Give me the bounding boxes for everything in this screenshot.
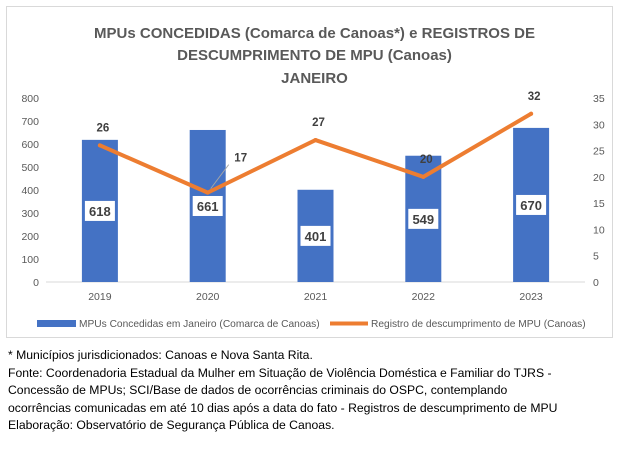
bar-data-label-box — [300, 225, 331, 246]
left-axis-tick-label: 300 — [21, 208, 39, 220]
line-point-2023 — [529, 111, 534, 116]
note-line-5: Elaboração: Observatório de Segurança Pú… — [8, 418, 335, 432]
line-data-label: 27 — [312, 117, 325, 129]
left-axis-tick-label: 700 — [21, 116, 39, 128]
left-axis-tick-label: 0 — [33, 277, 39, 289]
right-axis-tick-label: 15 — [593, 198, 605, 210]
right-axis-tick-label: 35 — [593, 93, 605, 105]
notes: * Municípios jurisdicionados: Canoas e N… — [8, 347, 623, 435]
x-axis-tick-label: 2020 — [196, 291, 220, 303]
bar-data-label-box — [516, 194, 547, 215]
legend-swatch-bars — [37, 320, 76, 327]
left-axis-tick-label: 200 — [21, 231, 39, 243]
right-axis-tick-label: 30 — [593, 119, 605, 131]
x-axis-tick-label: 2022 — [412, 291, 436, 303]
right-axis-tick-label: 10 — [593, 224, 605, 236]
right-axis-tick-label: 5 — [593, 251, 599, 263]
left-axis-tick-label: 600 — [21, 139, 39, 151]
legend-label-bars: MPUs Concedidas em Janeiro (Comarca de C… — [79, 319, 320, 330]
note-line-1: * Municípios jurisdicionados: Canoas e N… — [8, 348, 313, 362]
bar-data-label-box — [408, 208, 439, 229]
note-line-2: Fonte: Coordenadoria Estadual da Mulher … — [8, 365, 552, 380]
right-axis-tick-label: 25 — [593, 146, 605, 158]
note-line-4: ocorrências comunicadas em até 10 dias a… — [8, 400, 558, 415]
chart-title-line-3: JANEIRO — [281, 70, 348, 87]
right-axis-tick-label: 0 — [593, 277, 599, 289]
note-line-3: Concessão de MPUs; SCI/Base de dados de … — [8, 383, 508, 397]
left-axis-tick-label: 800 — [21, 93, 39, 105]
line-data-label: 17 — [234, 153, 247, 165]
line-data-label-leader — [210, 164, 230, 189]
chart-title-line-2: DESCUMPRIMENTO DE MPU (Canoas) — [177, 47, 452, 64]
bar-data-label-box — [192, 195, 223, 216]
right-axis-tick-label: 20 — [593, 172, 605, 184]
chart-plot: 0 100 200 300 400 500 600 700 800 0 5 10 15 20 25 30 35 2… — [21, 91, 605, 330]
left-axis-tick-label: 500 — [21, 162, 39, 174]
chart-title-line-1: MPUs CONCEDIDAS (Comarca de Canoas*) e R… — [94, 25, 535, 42]
x-axis-tick-label: 2019 — [88, 291, 112, 303]
bar-data-label-box — [84, 200, 115, 221]
bar-data-label: 661 — [197, 199, 219, 214]
bar-data-label: 618 — [89, 204, 111, 219]
line-point-2022 — [421, 174, 426, 179]
legend-label-line: Registro de descumprimento de MPU (Canoa… — [371, 319, 586, 330]
x-axis-tick-label: 2021 — [304, 291, 328, 303]
bar-data-label: 401 — [305, 229, 327, 244]
left-axis-tick-label: 100 — [21, 254, 39, 266]
line-data-label: 32 — [528, 91, 541, 103]
line-point-2019 — [97, 143, 102, 148]
left-axis-tick-label: 400 — [21, 185, 39, 197]
line-point-2021 — [313, 138, 318, 143]
line-point-2020 — [205, 190, 210, 195]
x-axis-tick-label: 2023 — [519, 291, 543, 303]
line-data-label: 26 — [97, 122, 110, 134]
bar-data-label: 670 — [520, 198, 542, 213]
bar-data-label: 549 — [412, 212, 434, 227]
line-data-label: 20 — [420, 154, 433, 166]
